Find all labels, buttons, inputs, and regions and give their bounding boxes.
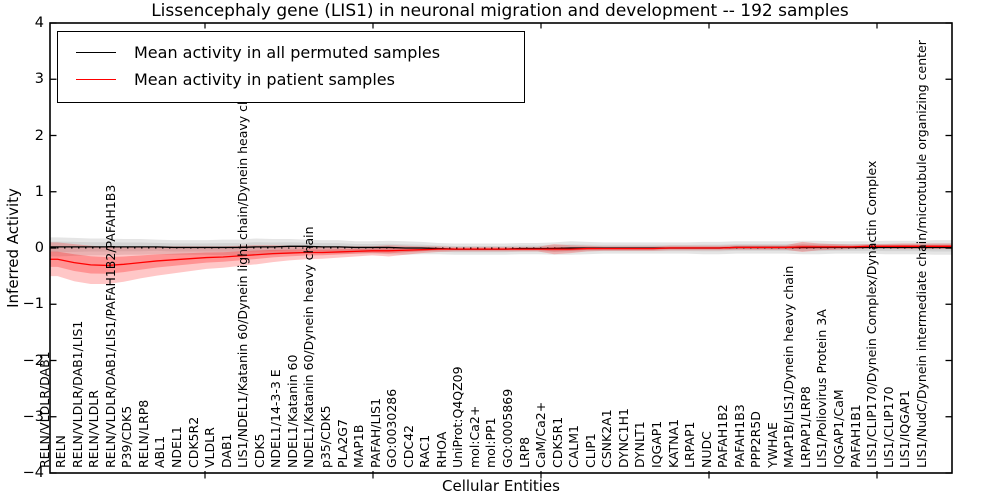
x-category-label: PAFAH/LIS1 bbox=[367, 397, 383, 468]
x-category-label: PAFAH1B3 bbox=[731, 404, 747, 468]
x-category-label: LRPAP1/LRP8 bbox=[797, 386, 813, 468]
x-category-label: NDEL1/Katanin 60 bbox=[284, 354, 300, 468]
x-category-label: YWHAE bbox=[764, 422, 780, 468]
x-category-label: RHOA bbox=[433, 431, 449, 468]
x-category-label: IQGAP1 bbox=[648, 420, 664, 468]
x-category-label: GO:0030286 bbox=[384, 388, 400, 468]
x-category-label: RELN/VLDLR/DAB1/LIS1 bbox=[69, 320, 85, 468]
x-category-label: ABL1 bbox=[152, 435, 168, 468]
x-category-label: LIS1/CLIP170/Dynein Complex/Dynactin Com… bbox=[864, 160, 880, 468]
x-category-label: NDEL1 bbox=[169, 426, 184, 468]
x-axis-label: Cellular Entities bbox=[442, 477, 560, 495]
x-category-label: PAFAH1B1 bbox=[847, 404, 863, 468]
x-category-label: CDC42 bbox=[400, 425, 416, 468]
x-category-label: CaM/Ca2+ bbox=[533, 401, 549, 468]
x-category-label: IQGAP1/CaM bbox=[831, 389, 846, 468]
x-category-label: MAP1B bbox=[351, 424, 367, 468]
x-category-label: LIS1/IQGAP1 bbox=[897, 389, 913, 468]
x-category-label: LRPAP1 bbox=[682, 421, 698, 468]
y-tick-label: 0 bbox=[34, 240, 44, 256]
x-category-label: RELN/VLDLR bbox=[86, 390, 102, 468]
x-category-label: NDEL1/14-3-3 E bbox=[268, 369, 284, 468]
x-category-label: mol:PP1 bbox=[483, 417, 499, 468]
permuted-band-inner bbox=[50, 241, 952, 253]
x-category-label: CALM1 bbox=[566, 425, 582, 468]
x-category-label: CDK5R1 bbox=[549, 416, 565, 468]
x-category-label: KATNA1 bbox=[665, 418, 681, 468]
x-category-label: RELN/VLDLR/DAB1/LIS1/PAFAH1B2/PAFAH1B3 bbox=[102, 184, 118, 468]
permuted-band-outer bbox=[50, 237, 952, 257]
legend-item-permuted: Mean activity in all permuted samples bbox=[72, 39, 524, 66]
x-category-label: mol:Ca2+ bbox=[466, 405, 482, 468]
x-category-label: DAB1 bbox=[218, 433, 234, 469]
x-category-label: CDK5R2 bbox=[185, 416, 201, 468]
x-category-label: DYNC1H1 bbox=[615, 408, 631, 468]
x-category-label: PLA2G7 bbox=[334, 419, 350, 468]
x-category-label: LIS1/NudC/Dynein intermediate chain/micr… bbox=[913, 40, 929, 468]
legend-label: Mean activity in patient samples bbox=[134, 70, 395, 89]
x-category-label: LIS1/NDEL1/Katanin 60/Dynein light chain… bbox=[235, 78, 251, 468]
x-category-label: RELN/VLDLR/DAB1 bbox=[36, 351, 52, 468]
y-tick-label: −4 bbox=[22, 465, 44, 481]
x-category-label: RAC1 bbox=[417, 434, 433, 468]
legend-item-patient: Mean activity in patient samples bbox=[72, 66, 524, 93]
y-tick-label: 4 bbox=[34, 15, 44, 31]
legend-line-sample-red bbox=[76, 79, 116, 80]
y-tick-label: −2 bbox=[22, 352, 44, 369]
x-category-label: NDEL1/Katanin 60/Dynein heavy chain bbox=[301, 226, 317, 468]
x-category-label: p35/CDK5 bbox=[317, 405, 333, 468]
x-category-label: PPP2R5D bbox=[748, 411, 764, 468]
y-tick-label: −1 bbox=[22, 296, 44, 313]
x-category-label: RELN bbox=[53, 435, 69, 468]
x-category-label: LIS1/CLIP170 bbox=[880, 386, 896, 468]
x-category-label: PAFAH1B2 bbox=[715, 404, 731, 468]
x-category-label: VLDLR bbox=[202, 427, 218, 468]
x-category-label: CLIP1 bbox=[582, 433, 598, 468]
x-category-label: CSNK2A1 bbox=[599, 409, 615, 468]
y-tick-label: 1 bbox=[34, 183, 44, 200]
x-category-label: NUDC bbox=[698, 431, 714, 468]
x-category-label: MAP1B/LIS1/Dynein heavy chain bbox=[781, 265, 797, 468]
chart-title: Lissencephaly gene (LIS1) in neuronal mi… bbox=[151, 1, 849, 21]
legend: Mean activity in all permuted samples Me… bbox=[57, 31, 525, 103]
y-tick-label: 3 bbox=[34, 71, 44, 88]
patient-band-outer bbox=[50, 241, 952, 284]
x-category-label: DYNLT1 bbox=[632, 421, 648, 468]
x-category-label: CDK5 bbox=[251, 433, 267, 468]
x-category-label: GO:0005869 bbox=[500, 388, 515, 468]
patient-mean-line bbox=[50, 245, 952, 267]
x-category-label: LIS1/Poliovirus Protein 3A bbox=[814, 309, 830, 468]
x-category-label: UniProt:Q4QZ09 bbox=[450, 366, 466, 468]
x-category-label: LRP8 bbox=[516, 436, 532, 468]
patient-band-inner bbox=[50, 244, 952, 274]
y-tick-label: −3 bbox=[22, 408, 44, 425]
legend-line-sample-black bbox=[76, 52, 116, 53]
legend-label: Mean activity in all permuted samples bbox=[134, 43, 441, 62]
y-tick-label: 2 bbox=[34, 127, 44, 144]
x-category-label: P39/CDK5 bbox=[119, 405, 135, 468]
x-category-label: RELN/LRP8 bbox=[135, 399, 151, 468]
